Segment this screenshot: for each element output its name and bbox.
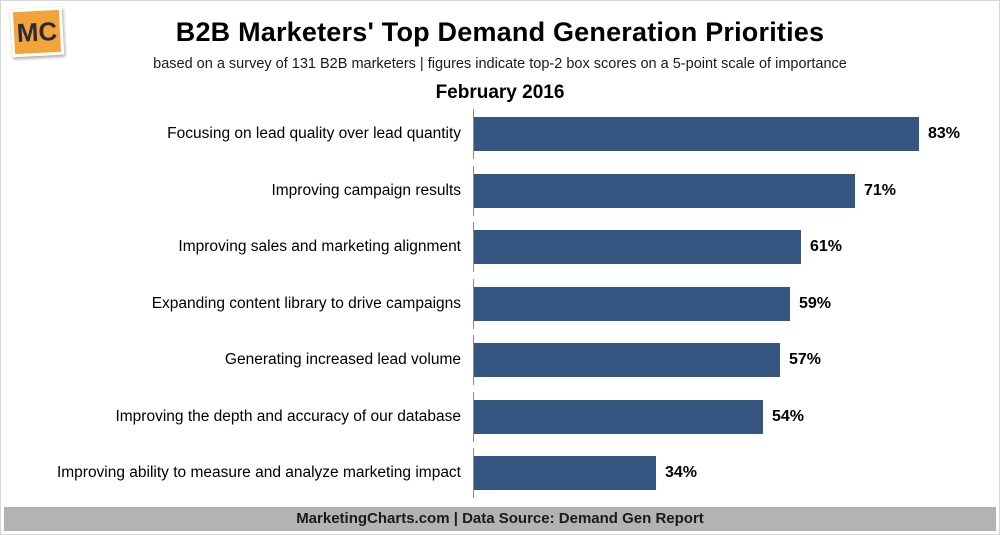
bar-track: 34% [473, 448, 989, 498]
bar-label: Generating increased lead volume [224, 351, 461, 369]
bar-value: 57% [789, 351, 822, 368]
bar-track: 83% [473, 109, 989, 159]
bar-label: Focusing on lead quality over lead quant… [167, 125, 461, 143]
bar-track: 57% [473, 335, 989, 385]
bar-label: Improving campaign results [271, 181, 461, 199]
bar [474, 343, 780, 377]
bar-label: Improving sales and marketing alignment [178, 238, 461, 256]
chart-subtitle: based on a survey of 131 B2B marketers |… [153, 56, 847, 72]
bar [474, 456, 656, 490]
bar-value: 59% [799, 294, 832, 312]
chart-header: B2B Marketers' Top Demand Generation Pri… [1, 1, 999, 104]
bar-value: 83% [928, 125, 961, 142]
chart-title: B2B Marketers' Top Demand Generation Pri… [175, 17, 825, 47]
marketingcharts-logo: MC [9, 6, 65, 58]
bar [474, 230, 801, 264]
bar-row: Improving campaign results 71% [1, 165, 989, 216]
bar-row: Improving ability to measure and analyze… [1, 448, 989, 498]
bar-track: 54% [473, 391, 989, 442]
bar-label: Improving the depth and accuracy of our … [115, 407, 461, 425]
bar-row: Generating increased lead volume 57% [1, 335, 989, 385]
bar [474, 399, 763, 434]
bar-row: Improving the depth and accuracy of our … [1, 391, 989, 442]
bar-track: 71% [473, 165, 989, 216]
source-text: MarketingCharts.com | Data Source: Deman… [296, 510, 704, 527]
bar-row: Improving sales and marketing alignment 6… [1, 222, 989, 272]
bar [474, 173, 855, 208]
bar-value: 61% [810, 238, 843, 255]
bar-row: Focusing on lead quality over lead quant… [1, 109, 989, 159]
bar [474, 117, 919, 151]
bar-row: Expanding content library to drive campa… [1, 278, 989, 329]
logo-text: MC [15, 15, 58, 48]
bar-chart: Focusing on lead quality over lead quant… [1, 109, 989, 498]
bar-label: Improving ability to measure and analyze… [56, 464, 461, 482]
bar [474, 286, 790, 321]
bar-value: 54% [772, 407, 805, 425]
bar-track: 61% [473, 222, 989, 272]
source-footer: MarketingCharts.com | Data Source: Deman… [4, 507, 996, 531]
bar-value: 34% [665, 464, 698, 481]
chart-period: February 2016 [435, 82, 565, 103]
bar-label: Expanding content library to drive campa… [151, 294, 461, 312]
bar-track: 59% [473, 278, 989, 329]
bar-value: 71% [864, 181, 897, 199]
